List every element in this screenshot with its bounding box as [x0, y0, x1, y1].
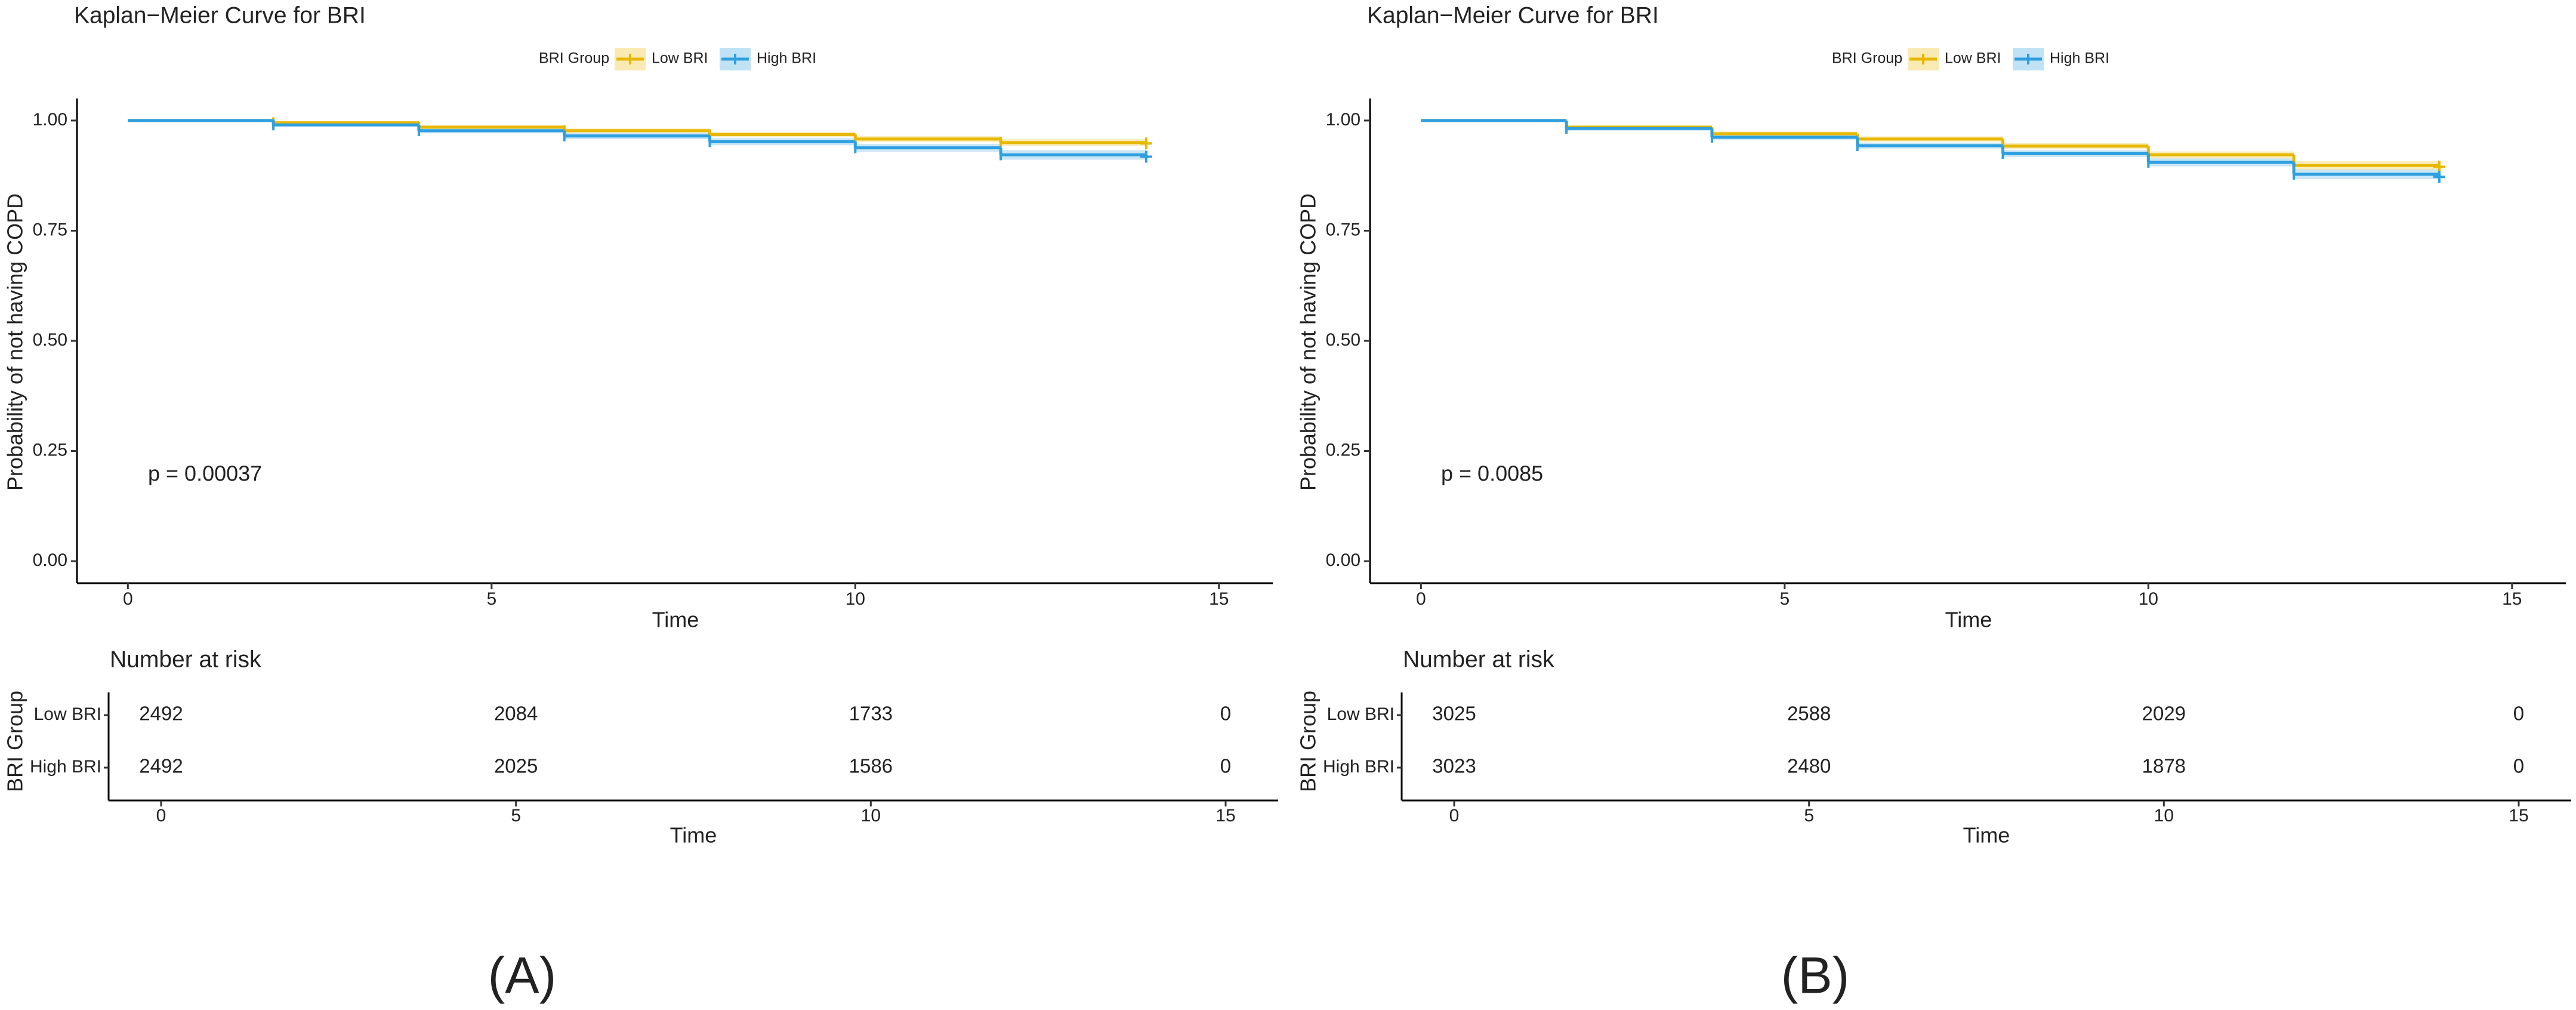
risk-count: 2492 [139, 755, 183, 777]
y-axis-label: Probability of not having COPD [3, 193, 27, 491]
legend-label: Low BRI [1945, 50, 2001, 67]
x-tick-label: 0 [123, 589, 133, 609]
risk-count: 0 [2513, 703, 2524, 725]
risk-count: 1586 [849, 755, 893, 777]
risk-count: 2084 [494, 703, 538, 725]
risk-group-label: High BRI [30, 757, 101, 777]
y-axis-label: Probability of not having COPD [1296, 193, 1321, 491]
y-tick-label: 0.75 [33, 220, 67, 239]
risk-group-label: Low BRI [34, 704, 101, 724]
risk-count: 2025 [494, 755, 538, 777]
risk-count: 3023 [1432, 755, 1476, 777]
risk-count: 3025 [1432, 703, 1476, 725]
x-tick-label: 10 [846, 589, 865, 609]
x-tick-label: 5 [486, 589, 496, 609]
risk-x-tick-label: 0 [1449, 806, 1460, 826]
chart-title: Kaplan−Meier Curve for BRI [1367, 2, 1659, 28]
risk-count: 0 [2513, 755, 2524, 777]
legend-title: BRI Group [539, 50, 609, 67]
legend-label: Low BRI [652, 50, 708, 67]
risk-count: 2588 [1787, 703, 1831, 725]
y-tick-label: 1.00 [33, 110, 67, 130]
risk-y-label: BRI Group [3, 691, 27, 792]
panel-label: (B) [1781, 947, 1850, 1005]
y-tick-label: 0.25 [1326, 440, 1361, 460]
censor-mark [1140, 150, 1152, 163]
risk-count: 2029 [2142, 703, 2186, 725]
risk-count: 0 [1220, 755, 1231, 777]
chart-title: Kaplan−Meier Curve for BRI [74, 2, 366, 28]
x-tick-label: 5 [1779, 589, 1790, 609]
x-axis-label: Time [1945, 608, 1992, 632]
legend-label: High BRI [757, 50, 816, 67]
risk-x-tick-label: 15 [2509, 806, 2528, 826]
panel-label: (A) [488, 947, 557, 1005]
y-tick-label: 0.50 [33, 330, 67, 350]
risk-count: 1733 [849, 703, 893, 725]
y-tick-label: 0.25 [33, 440, 67, 460]
censor-mark [2433, 161, 2445, 173]
risk-x-label: Time [1963, 823, 2010, 848]
censor-mark [1140, 137, 1152, 150]
risk-count: 2480 [1787, 755, 1831, 777]
y-tick-label: 0.00 [1326, 550, 1361, 570]
x-tick-label: 15 [1209, 589, 1229, 609]
x-tick-label: 0 [1416, 589, 1426, 609]
risk-title: Number at risk [110, 646, 261, 672]
risk-x-tick-label: 10 [861, 806, 881, 826]
risk-y-label: BRI Group [1296, 691, 1321, 792]
risk-x-tick-label: 0 [156, 806, 166, 826]
p-value: p = 0.00037 [148, 461, 262, 486]
y-tick-label: 0.00 [33, 550, 67, 570]
legend-title: BRI Group [1832, 50, 1902, 67]
x-tick-label: 10 [2139, 589, 2158, 609]
censor-mark [2433, 171, 2445, 183]
risk-x-tick-label: 5 [511, 806, 521, 826]
risk-x-tick-label: 5 [1804, 806, 1814, 826]
p-value: p = 0.0085 [1441, 461, 1543, 486]
risk-group-label: Low BRI [1327, 704, 1395, 724]
x-axis-label: Time [652, 608, 699, 632]
risk-count: 1878 [2142, 755, 2186, 777]
risk-x-tick-label: 15 [1215, 806, 1235, 826]
y-tick-label: 0.75 [1326, 220, 1361, 239]
risk-x-label: Time [670, 823, 717, 848]
y-tick-label: 0.50 [1326, 330, 1361, 350]
y-tick-label: 1.00 [1326, 110, 1361, 130]
risk-count: 2492 [139, 703, 183, 725]
legend-label: High BRI [2050, 50, 2109, 67]
risk-count: 0 [1220, 703, 1231, 725]
risk-group-label: High BRI [1323, 757, 1395, 777]
risk-x-tick-label: 10 [2154, 806, 2174, 826]
risk-title: Number at risk [1403, 646, 1554, 672]
x-tick-label: 15 [2502, 589, 2522, 609]
